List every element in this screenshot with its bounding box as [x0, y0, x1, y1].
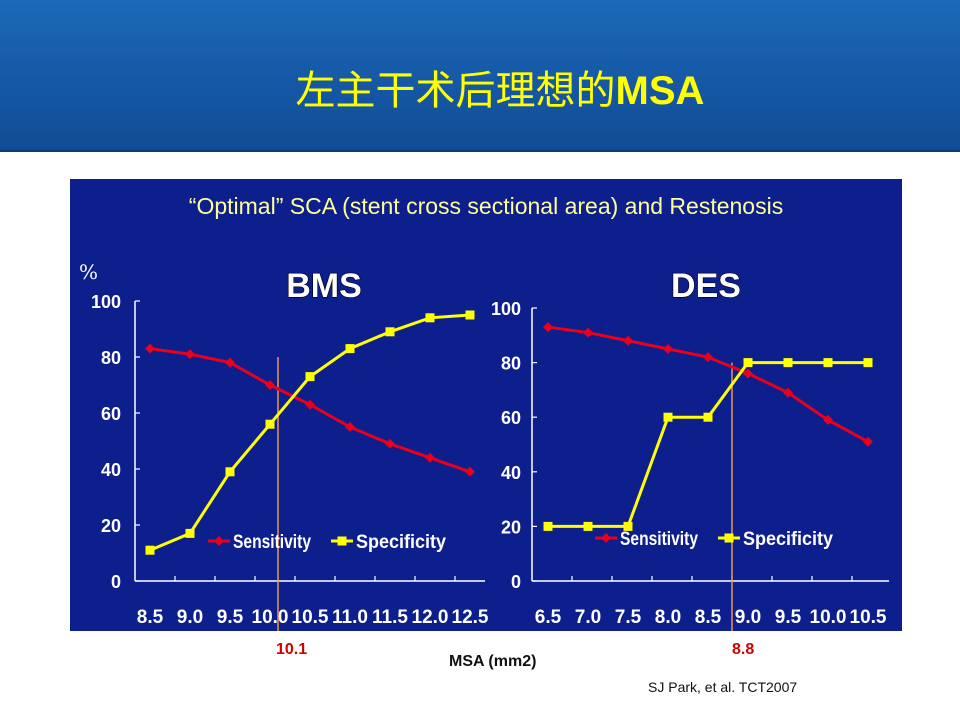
y-tick-label: 20 [101, 516, 121, 536]
data-point [465, 310, 475, 320]
chart-title: DES [671, 267, 741, 305]
x-tick-label: 10.5 [292, 607, 329, 628]
data-point [863, 436, 873, 447]
data-point [663, 412, 673, 422]
data-point [345, 344, 355, 354]
data-point [743, 358, 753, 368]
data-point [265, 380, 275, 390]
title-banner: 左主干术后理想的MSA [0, 0, 960, 152]
x-tick-label: 7.0 [575, 607, 601, 628]
slide-title-prefix: 左主干术后理想的 [295, 68, 616, 114]
x-tick-label: 11.5 [372, 607, 408, 628]
data-point [305, 372, 315, 382]
x-tick-label: 10.5 [850, 607, 887, 628]
y-tick-label: 100 [491, 299, 521, 319]
y-tick-label: 60 [101, 404, 121, 424]
x-tick-label: 12.5 [452, 607, 489, 628]
x-tick-label: 9.5 [775, 607, 802, 628]
slide-title: 左主干术后理想的MSA [0, 58, 960, 116]
data-point [543, 322, 553, 333]
data-point [583, 327, 593, 338]
series-line-specificity [149, 313, 471, 552]
data-point [543, 521, 553, 531]
x-axis-title: MSA (mm2) [449, 653, 537, 670]
x-tick-label: 8.5 [137, 607, 164, 628]
data-point [225, 357, 235, 368]
data-point [465, 466, 475, 477]
data-point [425, 452, 435, 463]
data-point [623, 335, 633, 346]
x-tick-label: 9.0 [177, 607, 203, 628]
x-tick-label: 8.0 [655, 607, 681, 628]
bms-cutoff-label: 10.1 [276, 641, 308, 658]
y-tick-label: 100 [91, 292, 121, 312]
series-line-specificity [548, 361, 868, 528]
y-tick-label: 0 [111, 572, 121, 592]
x-tick-label: 8.5 [695, 607, 722, 628]
y-tick-label: 80 [101, 348, 121, 368]
legend-label: Sensitivity [620, 529, 698, 550]
legend-label: Specificity [743, 529, 833, 550]
data-point [305, 399, 315, 410]
x-tick-label: 10.0 [252, 607, 289, 628]
legend-marker [601, 533, 611, 543]
data-point [385, 438, 395, 449]
x-tick-label: 10.0 [810, 607, 847, 628]
x-tick-label: 9.5 [217, 607, 244, 628]
data-point [823, 414, 833, 425]
y-tick-label: 20 [501, 517, 521, 537]
legend-marker [724, 533, 734, 543]
y-tick-label: 40 [101, 460, 121, 480]
x-tick-label: 11.0 [332, 607, 368, 628]
y-tick-label: 60 [501, 408, 521, 428]
data-point [663, 343, 673, 354]
series-line-sensitivity [547, 325, 869, 444]
data-point [185, 349, 195, 360]
data-point [345, 422, 355, 432]
x-tick-label: 6.5 [535, 607, 562, 628]
data-point [783, 358, 793, 368]
source-citation: SJ Park, et al. TCT2007 [648, 679, 798, 695]
x-tick-label: 7.5 [615, 607, 642, 628]
legend-marker [337, 536, 347, 546]
legend-label: Sensitivity [233, 532, 311, 553]
data-point [863, 358, 873, 368]
data-point [783, 387, 793, 398]
y-tick-label: 80 [501, 354, 521, 374]
y-tick-label: 40 [501, 463, 521, 483]
data-point [703, 352, 713, 363]
data-point [623, 521, 633, 531]
legend-marker [214, 536, 224, 546]
slide-title-suffix: MSA [615, 69, 705, 113]
y-tick-label: 0 [511, 572, 521, 592]
series-line-sensitivity [149, 347, 471, 474]
data-point [145, 343, 155, 354]
data-point [425, 313, 435, 323]
chart-title: BMS [286, 267, 362, 305]
x-tick-label: 9.0 [735, 607, 761, 628]
data-point [743, 368, 753, 379]
chart-panel: “Optimal” SCA (stent cross sectional are… [70, 179, 902, 631]
data-point [583, 521, 593, 531]
data-point [823, 358, 833, 368]
data-point [185, 528, 195, 538]
percent-sign: % [79, 260, 98, 284]
data-point [225, 467, 235, 477]
data-point [385, 327, 395, 337]
x-tick-label: 12.0 [412, 607, 449, 628]
data-point [703, 412, 713, 422]
des-cutoff-label: 8.8 [732, 641, 755, 658]
data-point [145, 545, 155, 555]
legend-label: Specificity [356, 532, 446, 553]
panel-heading: “Optimal” SCA (stent cross sectional are… [188, 193, 784, 219]
data-point [265, 419, 275, 429]
